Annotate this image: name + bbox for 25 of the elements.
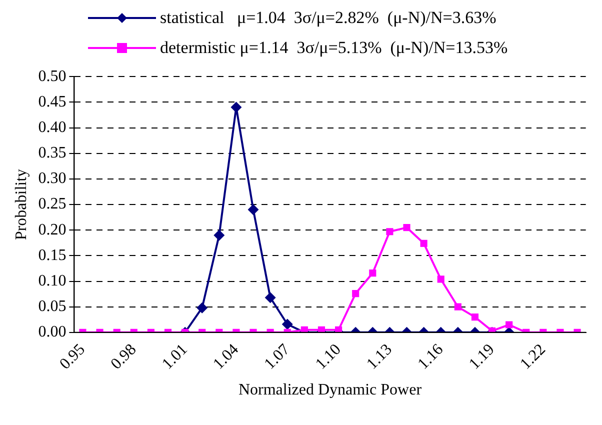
y-tick-label: 0.20 [38, 221, 66, 238]
x-tick-label: 1.19 [466, 340, 498, 373]
x-tick-label: 1.01 [159, 340, 191, 373]
legend-label: determistic μ=1.14 3σ/μ=5.13% (μ-N)/N=13.53% [160, 38, 508, 58]
legend-label: statistical μ=1.04 3σ/μ=2.82% (μ-N)/N=3.63% [160, 8, 496, 28]
y-tick-label: 0.40 [38, 118, 66, 136]
x-tick-label: 0.98 [108, 340, 140, 373]
y-tick-label: 0.30 [38, 170, 66, 188]
x-tick-label: 1.13 [364, 340, 396, 373]
x-tick-label: 1.04 [210, 340, 242, 373]
y-tick-label: 0.05 [38, 298, 66, 316]
x-tick-label: 1.10 [312, 340, 344, 373]
y-tick-label: 0.25 [38, 196, 66, 213]
y-tick-label: 0.15 [38, 246, 66, 264]
x-tick-label: 0.95 [56, 340, 89, 373]
y-tick-label: 0.10 [38, 272, 66, 290]
y-tick-label: 0.35 [38, 144, 66, 162]
x-tick-label: 1.16 [414, 340, 447, 373]
x-axis-title: Normalized Dynamic Power [238, 382, 422, 399]
y-axis-title: Probability [12, 168, 30, 240]
x-tick-label: 1.22 [517, 340, 549, 373]
x-tick-label: 1.07 [261, 340, 294, 373]
y-tick-label: 0.00 [38, 324, 66, 341]
y-tick-label: 0.50 [38, 68, 66, 85]
y-tick-label: 0.45 [38, 93, 66, 110]
